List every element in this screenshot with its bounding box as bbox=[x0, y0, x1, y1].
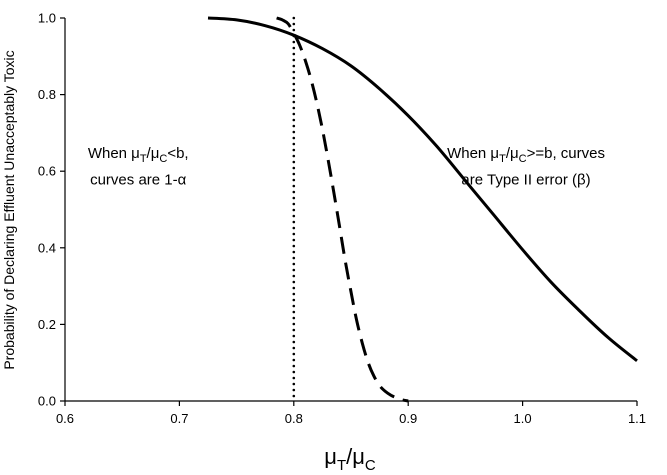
annotation-text: When μ bbox=[88, 145, 140, 162]
annotation-text: When μ bbox=[447, 145, 499, 162]
x-tick-label: 0.6 bbox=[56, 411, 74, 426]
series-solid-line bbox=[207, 16, 638, 362]
y-tick-label: 0.0 bbox=[38, 394, 56, 409]
annotation-text: <b, bbox=[167, 145, 188, 162]
x-tick-label: 0.7 bbox=[170, 411, 188, 426]
y-tick-label: 0.2 bbox=[38, 317, 56, 332]
annotation-0: When μT/μC<b, curves are 1-α bbox=[88, 145, 189, 189]
annotation-text: C bbox=[519, 153, 527, 165]
annotation-text: T bbox=[499, 153, 506, 165]
annotation-text: /μ bbox=[506, 145, 519, 162]
x-ticks: 0.6 0.7 0.8 0.9 1.0 1.1 bbox=[56, 401, 646, 426]
annotation-line: are Type II error (β) bbox=[461, 172, 590, 189]
annotation-text: T bbox=[140, 153, 147, 165]
series-dashed-line bbox=[276, 16, 409, 403]
annotation-text: >=b, curves bbox=[527, 145, 605, 162]
axes bbox=[64, 18, 637, 402]
y-tick-label: 1.0 bbox=[38, 11, 56, 26]
x-tick-label: 1.0 bbox=[514, 411, 532, 426]
annotation-text: curves are 1-α bbox=[90, 172, 187, 189]
y-tick-label: 0.4 bbox=[38, 240, 56, 255]
x-tick-label: 0.8 bbox=[285, 411, 303, 426]
x-axis-label: μT/μC bbox=[324, 444, 376, 474]
x-tick-label: 0.9 bbox=[399, 411, 417, 426]
annotation-text: /μ bbox=[147, 145, 160, 162]
x-label-sub1: T bbox=[337, 457, 346, 474]
y-axis-label: Probability of Declaring Effluent Unacce… bbox=[1, 50, 17, 369]
annotation-line: When μT/μC<b, bbox=[88, 145, 189, 165]
x-label-sub2: C bbox=[365, 457, 376, 474]
x-tick-label: 1.1 bbox=[628, 411, 646, 426]
annotation-line: When μT/μC>=b, curves bbox=[447, 145, 605, 165]
y-tick-label: 0.8 bbox=[38, 87, 56, 102]
y-ticks: 0.0 0.2 0.4 0.6 0.8 1.0 bbox=[38, 11, 65, 409]
annotation-line: curves are 1-α bbox=[90, 172, 187, 189]
x-label-base: μ bbox=[324, 444, 337, 469]
annotation-text: C bbox=[159, 153, 167, 165]
x-label-sep: /μ bbox=[346, 444, 365, 469]
annotation-1: When μT/μC>=b, curves are Type II error (… bbox=[447, 145, 605, 189]
annotation-text: are Type II error (β) bbox=[461, 172, 590, 189]
series-group bbox=[207, 16, 638, 403]
y-tick-label: 0.6 bbox=[38, 164, 56, 179]
